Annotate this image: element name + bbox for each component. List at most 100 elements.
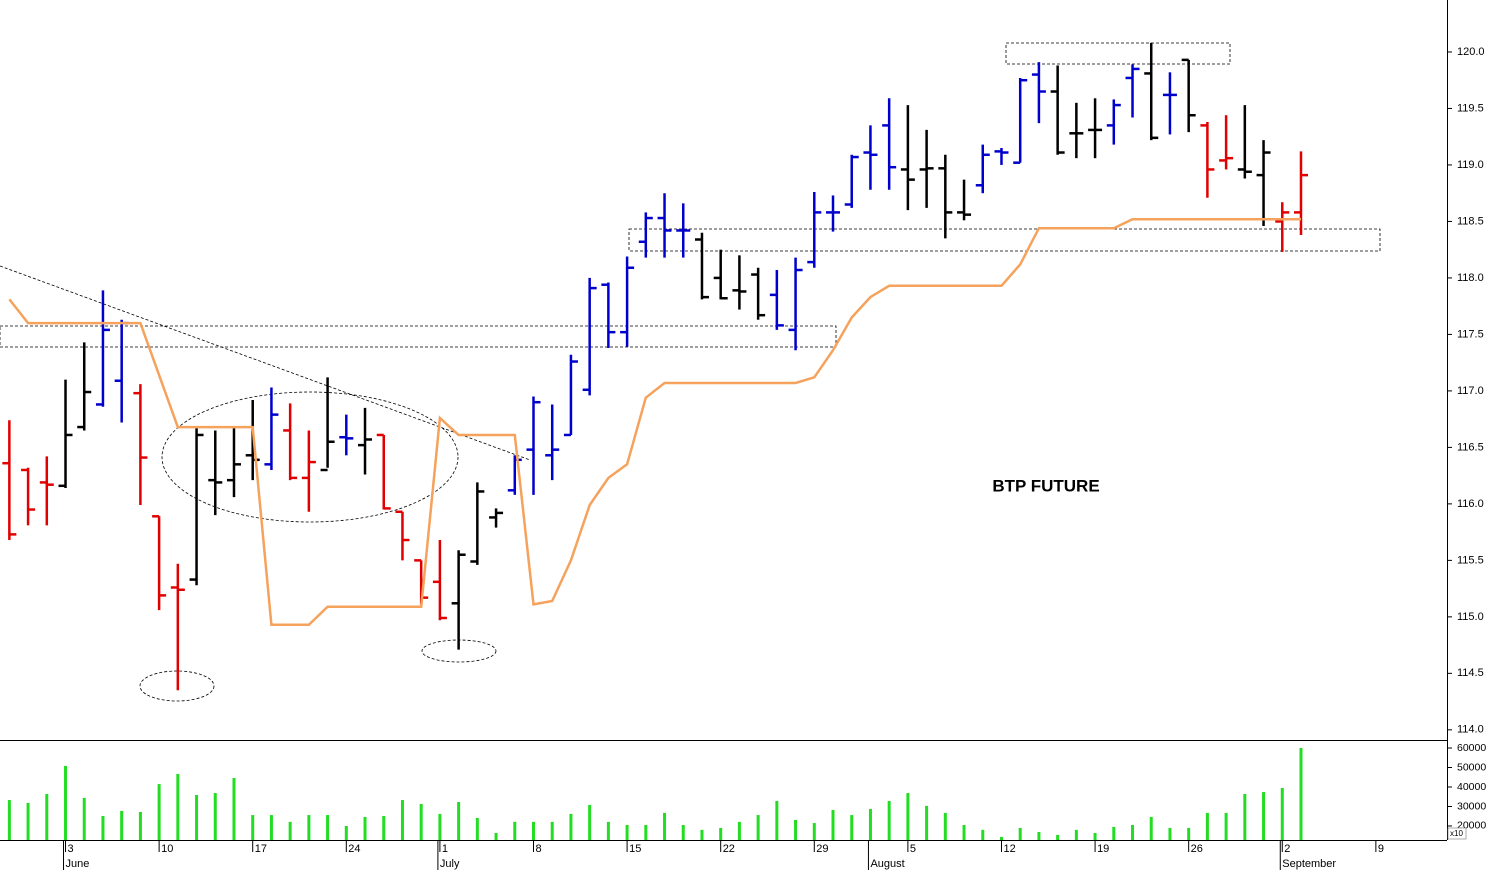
- volume-bar: [663, 812, 667, 840]
- volume-bar: [7, 800, 11, 840]
- volume-bar: [494, 832, 498, 840]
- volume-bar: [719, 827, 723, 840]
- unit-label: x10: [1450, 829, 1463, 838]
- x-tick-label: 29: [816, 843, 828, 855]
- volume-bar: [681, 824, 685, 840]
- volume-bar: [756, 815, 760, 840]
- volume-bar: [344, 825, 348, 840]
- x-tick-label: 3: [68, 843, 74, 855]
- volume-bar: [1056, 834, 1060, 840]
- x-tick-label: 10: [161, 843, 173, 855]
- volume-bar: [363, 817, 367, 840]
- y-tick-label: 116.0: [1457, 498, 1484, 510]
- volume-bar: [382, 816, 386, 840]
- volume-bar: [475, 817, 479, 840]
- volume-bar: [1224, 812, 1228, 840]
- y-tick-label: 120.0: [1457, 46, 1485, 58]
- volume-bar: [1168, 827, 1172, 840]
- annotation: BTP FUTURE: [992, 476, 1099, 495]
- volume-bar: [906, 793, 910, 840]
- trend-line: [0, 265, 531, 461]
- volume-bar: [1149, 817, 1153, 840]
- y-tick-label: 119.0: [1457, 159, 1484, 171]
- volume-bar: [1037, 832, 1041, 840]
- volume-bar: [981, 829, 985, 840]
- y-tick-label: 114.0: [1457, 724, 1484, 736]
- volume-bar: [232, 778, 236, 840]
- month-label: August: [870, 858, 904, 870]
- volume-bar: [438, 813, 442, 840]
- volume-bar: [457, 801, 461, 840]
- x-tick-label: 5: [910, 843, 916, 855]
- volume-bar: [850, 815, 854, 840]
- volume-bar: [45, 794, 49, 840]
- volume-bar: [887, 801, 891, 840]
- volume-bar: [1074, 829, 1078, 840]
- volume-bar: [1112, 826, 1116, 840]
- breakout-box: [0, 325, 837, 348]
- volume-bar: [999, 836, 1003, 840]
- volume-bar: [326, 815, 330, 840]
- x-tick-label: 9: [1378, 843, 1384, 855]
- volume-bar: [64, 765, 68, 840]
- volume-bar: [943, 812, 947, 840]
- volume-bar: [625, 824, 629, 840]
- annotations: [0, 42, 1381, 702]
- month-label: July: [440, 858, 460, 870]
- x-tick-label: 22: [723, 843, 735, 855]
- volume-bar: [82, 797, 86, 840]
- volume-bar: [157, 784, 161, 840]
- y2-tick-label: 50000: [1457, 761, 1486, 773]
- volume-bar: [1131, 824, 1135, 840]
- volume-bar: [195, 794, 199, 840]
- x-tick-label: 17: [255, 843, 267, 855]
- volume-bar: [1187, 827, 1191, 840]
- x-tick-label: 15: [629, 843, 641, 855]
- volume-bar: [419, 803, 423, 840]
- volume-bar: [213, 793, 217, 840]
- volume-bar: [569, 813, 573, 840]
- volume-bar: [26, 802, 30, 840]
- volume-bar: [1299, 748, 1303, 840]
- stop-line: [8, 217, 1301, 627]
- volume-bar: [269, 815, 273, 840]
- pattern-ellipse: [161, 391, 459, 523]
- volume-bar: [1243, 794, 1247, 840]
- y-tick-label: 119.5: [1457, 102, 1484, 114]
- volume-bar: [644, 824, 648, 840]
- volume-bar: [588, 804, 592, 840]
- month-label: September: [1282, 858, 1336, 870]
- volume-bar: [531, 821, 535, 840]
- volume-bar: [962, 824, 966, 840]
- y-tick-label: 115.0: [1457, 611, 1484, 623]
- y-tick-label: 115.5: [1457, 554, 1484, 566]
- volume-bar: [550, 821, 554, 840]
- resistance-box: [1005, 42, 1231, 65]
- x-tick-label: 19: [1097, 843, 1109, 855]
- x-tick-label: 1: [442, 843, 448, 855]
- y2-tick-label: 40000: [1457, 781, 1486, 793]
- y2-tick-label: 60000: [1457, 742, 1486, 754]
- volume-bar: [1205, 812, 1209, 840]
- y2-tick-label: 30000: [1457, 800, 1486, 812]
- support-box: [628, 228, 1381, 252]
- volume-bar: [700, 829, 704, 840]
- x-tick-label: 2: [1284, 843, 1290, 855]
- volume-bar: [307, 815, 311, 840]
- volume-bar: [288, 821, 292, 840]
- y-tick-label: 114.5: [1457, 667, 1484, 679]
- volume-bar: [775, 801, 779, 840]
- month-label: June: [66, 858, 90, 870]
- volume-bar: [737, 821, 741, 840]
- volume-bar: [831, 809, 835, 840]
- volume-bar: [120, 810, 124, 840]
- y-tick-label: 118.0: [1457, 272, 1484, 284]
- volume-bar: [1093, 832, 1097, 840]
- x-tick-label: 26: [1191, 843, 1203, 855]
- y-tick-label: 117.5: [1457, 328, 1484, 340]
- unit-box: [1447, 827, 1467, 840]
- volume-bar: [400, 800, 404, 840]
- y-tick-label: 116.5: [1457, 441, 1484, 453]
- volume-bar: [606, 821, 610, 840]
